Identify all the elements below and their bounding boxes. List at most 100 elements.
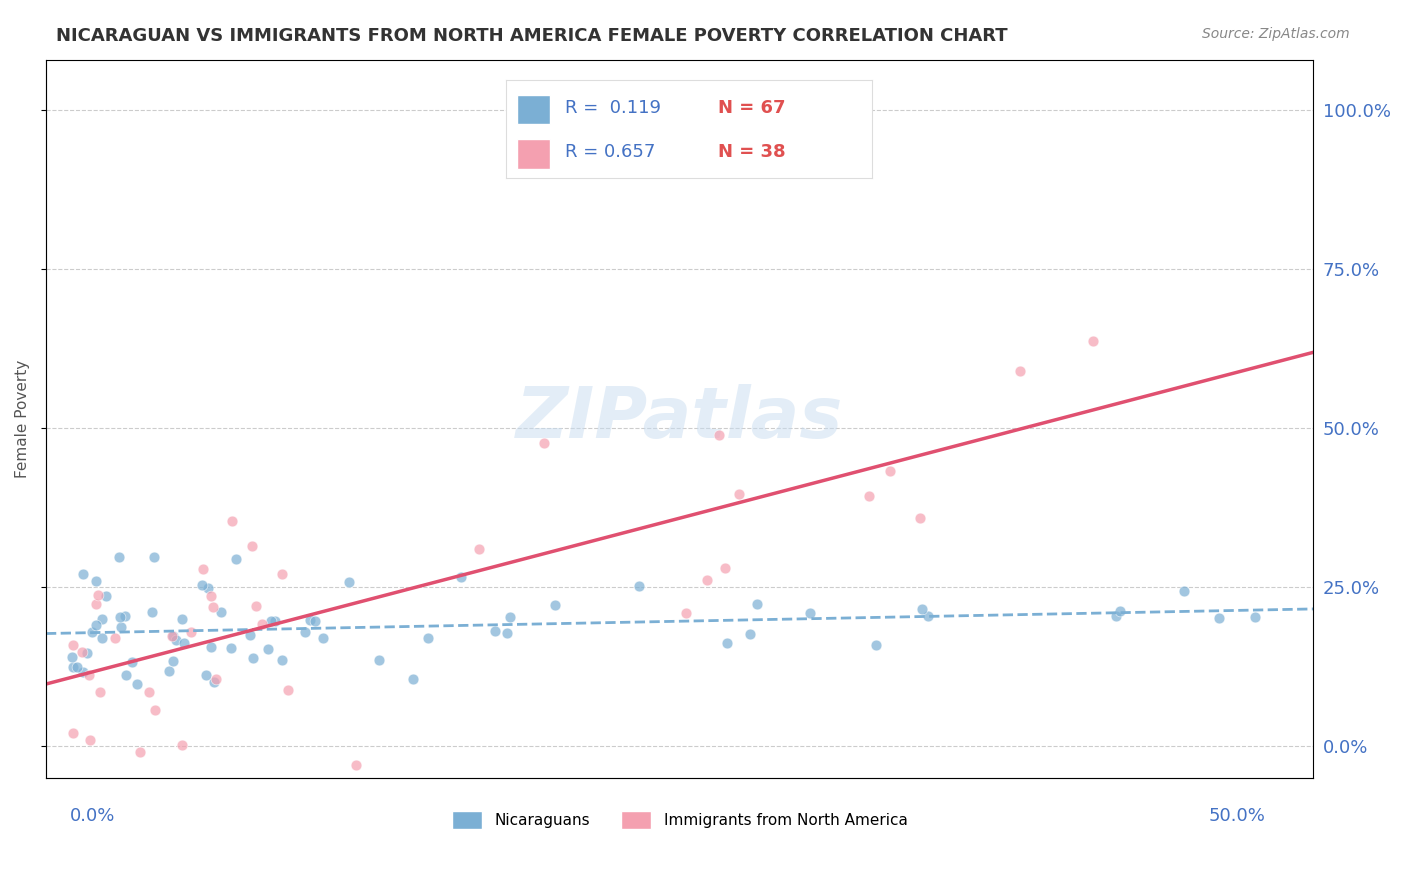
Point bbox=[172, 611, 194, 625]
Point bbox=[1244, 609, 1267, 624]
Point bbox=[104, 632, 127, 646]
Point bbox=[80, 625, 103, 640]
Point bbox=[402, 672, 425, 686]
Point bbox=[162, 629, 184, 643]
Point bbox=[90, 611, 112, 625]
FancyBboxPatch shape bbox=[517, 139, 550, 169]
Point bbox=[242, 651, 264, 665]
Point bbox=[96, 589, 118, 603]
Point bbox=[250, 616, 273, 631]
Point bbox=[200, 589, 222, 603]
Point bbox=[627, 578, 650, 592]
Point bbox=[264, 614, 287, 628]
Point bbox=[495, 625, 517, 640]
Point bbox=[337, 574, 360, 589]
Point bbox=[1008, 364, 1031, 378]
Point bbox=[716, 636, 738, 650]
Point bbox=[110, 620, 132, 634]
Text: N = 67: N = 67 bbox=[718, 99, 786, 117]
Point bbox=[194, 668, 217, 682]
Text: 0.0%: 0.0% bbox=[70, 807, 115, 825]
Point bbox=[1105, 609, 1128, 624]
Point bbox=[66, 660, 89, 674]
Point bbox=[191, 562, 214, 576]
Point bbox=[205, 672, 228, 686]
Point bbox=[225, 551, 247, 566]
Point bbox=[200, 640, 222, 655]
Text: N = 38: N = 38 bbox=[718, 143, 786, 161]
Point bbox=[270, 653, 292, 667]
Point bbox=[84, 618, 107, 632]
Point bbox=[62, 660, 84, 674]
Point bbox=[201, 600, 224, 615]
Point bbox=[418, 631, 440, 645]
Point bbox=[257, 642, 280, 657]
Point bbox=[728, 487, 751, 501]
Point bbox=[87, 588, 110, 602]
Point bbox=[738, 626, 761, 640]
Point bbox=[62, 638, 84, 652]
Point bbox=[86, 574, 108, 588]
Point bbox=[72, 566, 94, 581]
Point bbox=[90, 631, 112, 645]
Text: R =  0.119: R = 0.119 bbox=[565, 99, 661, 117]
Point bbox=[260, 615, 283, 629]
Point bbox=[157, 664, 180, 678]
Point bbox=[202, 674, 225, 689]
Text: Source: ZipAtlas.com: Source: ZipAtlas.com bbox=[1202, 27, 1350, 41]
Point bbox=[60, 650, 83, 665]
Point bbox=[143, 703, 166, 717]
Y-axis label: Female Poverty: Female Poverty bbox=[15, 359, 30, 478]
Point bbox=[484, 624, 506, 639]
Point bbox=[467, 541, 489, 556]
Point bbox=[197, 581, 219, 595]
Text: NICARAGUAN VS IMMIGRANTS FROM NORTH AMERICA FEMALE POVERTY CORRELATION CHART: NICARAGUAN VS IMMIGRANTS FROM NORTH AMER… bbox=[56, 27, 1008, 45]
Point bbox=[533, 435, 555, 450]
Point bbox=[72, 665, 94, 680]
Point bbox=[165, 632, 187, 647]
Text: R = 0.657: R = 0.657 bbox=[565, 143, 655, 161]
Point bbox=[858, 489, 880, 503]
Point bbox=[1081, 334, 1104, 349]
Point bbox=[299, 613, 322, 627]
Point bbox=[62, 726, 84, 740]
FancyBboxPatch shape bbox=[517, 95, 550, 124]
Point bbox=[799, 606, 821, 620]
Point bbox=[141, 606, 163, 620]
Point bbox=[367, 653, 389, 667]
Point bbox=[89, 685, 111, 699]
Point bbox=[121, 655, 143, 669]
Point bbox=[675, 607, 697, 621]
Point bbox=[304, 615, 326, 629]
Point bbox=[190, 578, 212, 592]
Point bbox=[180, 624, 202, 639]
Point bbox=[114, 608, 136, 623]
Point bbox=[271, 566, 294, 581]
Legend: Nicaraguans, Immigrants from North America: Nicaraguans, Immigrants from North Ameri… bbox=[446, 805, 914, 835]
Point bbox=[312, 631, 335, 645]
Point bbox=[221, 515, 243, 529]
Point bbox=[499, 610, 522, 624]
Point bbox=[450, 570, 472, 584]
Point bbox=[696, 573, 718, 587]
Point bbox=[79, 733, 101, 747]
Point bbox=[910, 511, 932, 525]
Point bbox=[917, 608, 939, 623]
Point bbox=[209, 606, 232, 620]
Point bbox=[1109, 604, 1132, 618]
Point bbox=[1208, 611, 1230, 625]
Point bbox=[865, 638, 887, 652]
Point bbox=[110, 610, 132, 624]
Point bbox=[240, 539, 263, 553]
Point bbox=[172, 738, 194, 752]
Point bbox=[294, 625, 316, 640]
Point bbox=[277, 682, 299, 697]
Point bbox=[745, 597, 768, 611]
Point bbox=[714, 560, 737, 574]
Point bbox=[138, 685, 160, 699]
Point bbox=[709, 427, 731, 442]
Point bbox=[115, 667, 138, 681]
Point bbox=[162, 629, 184, 643]
Point bbox=[77, 668, 100, 682]
Text: 50.0%: 50.0% bbox=[1209, 807, 1265, 825]
